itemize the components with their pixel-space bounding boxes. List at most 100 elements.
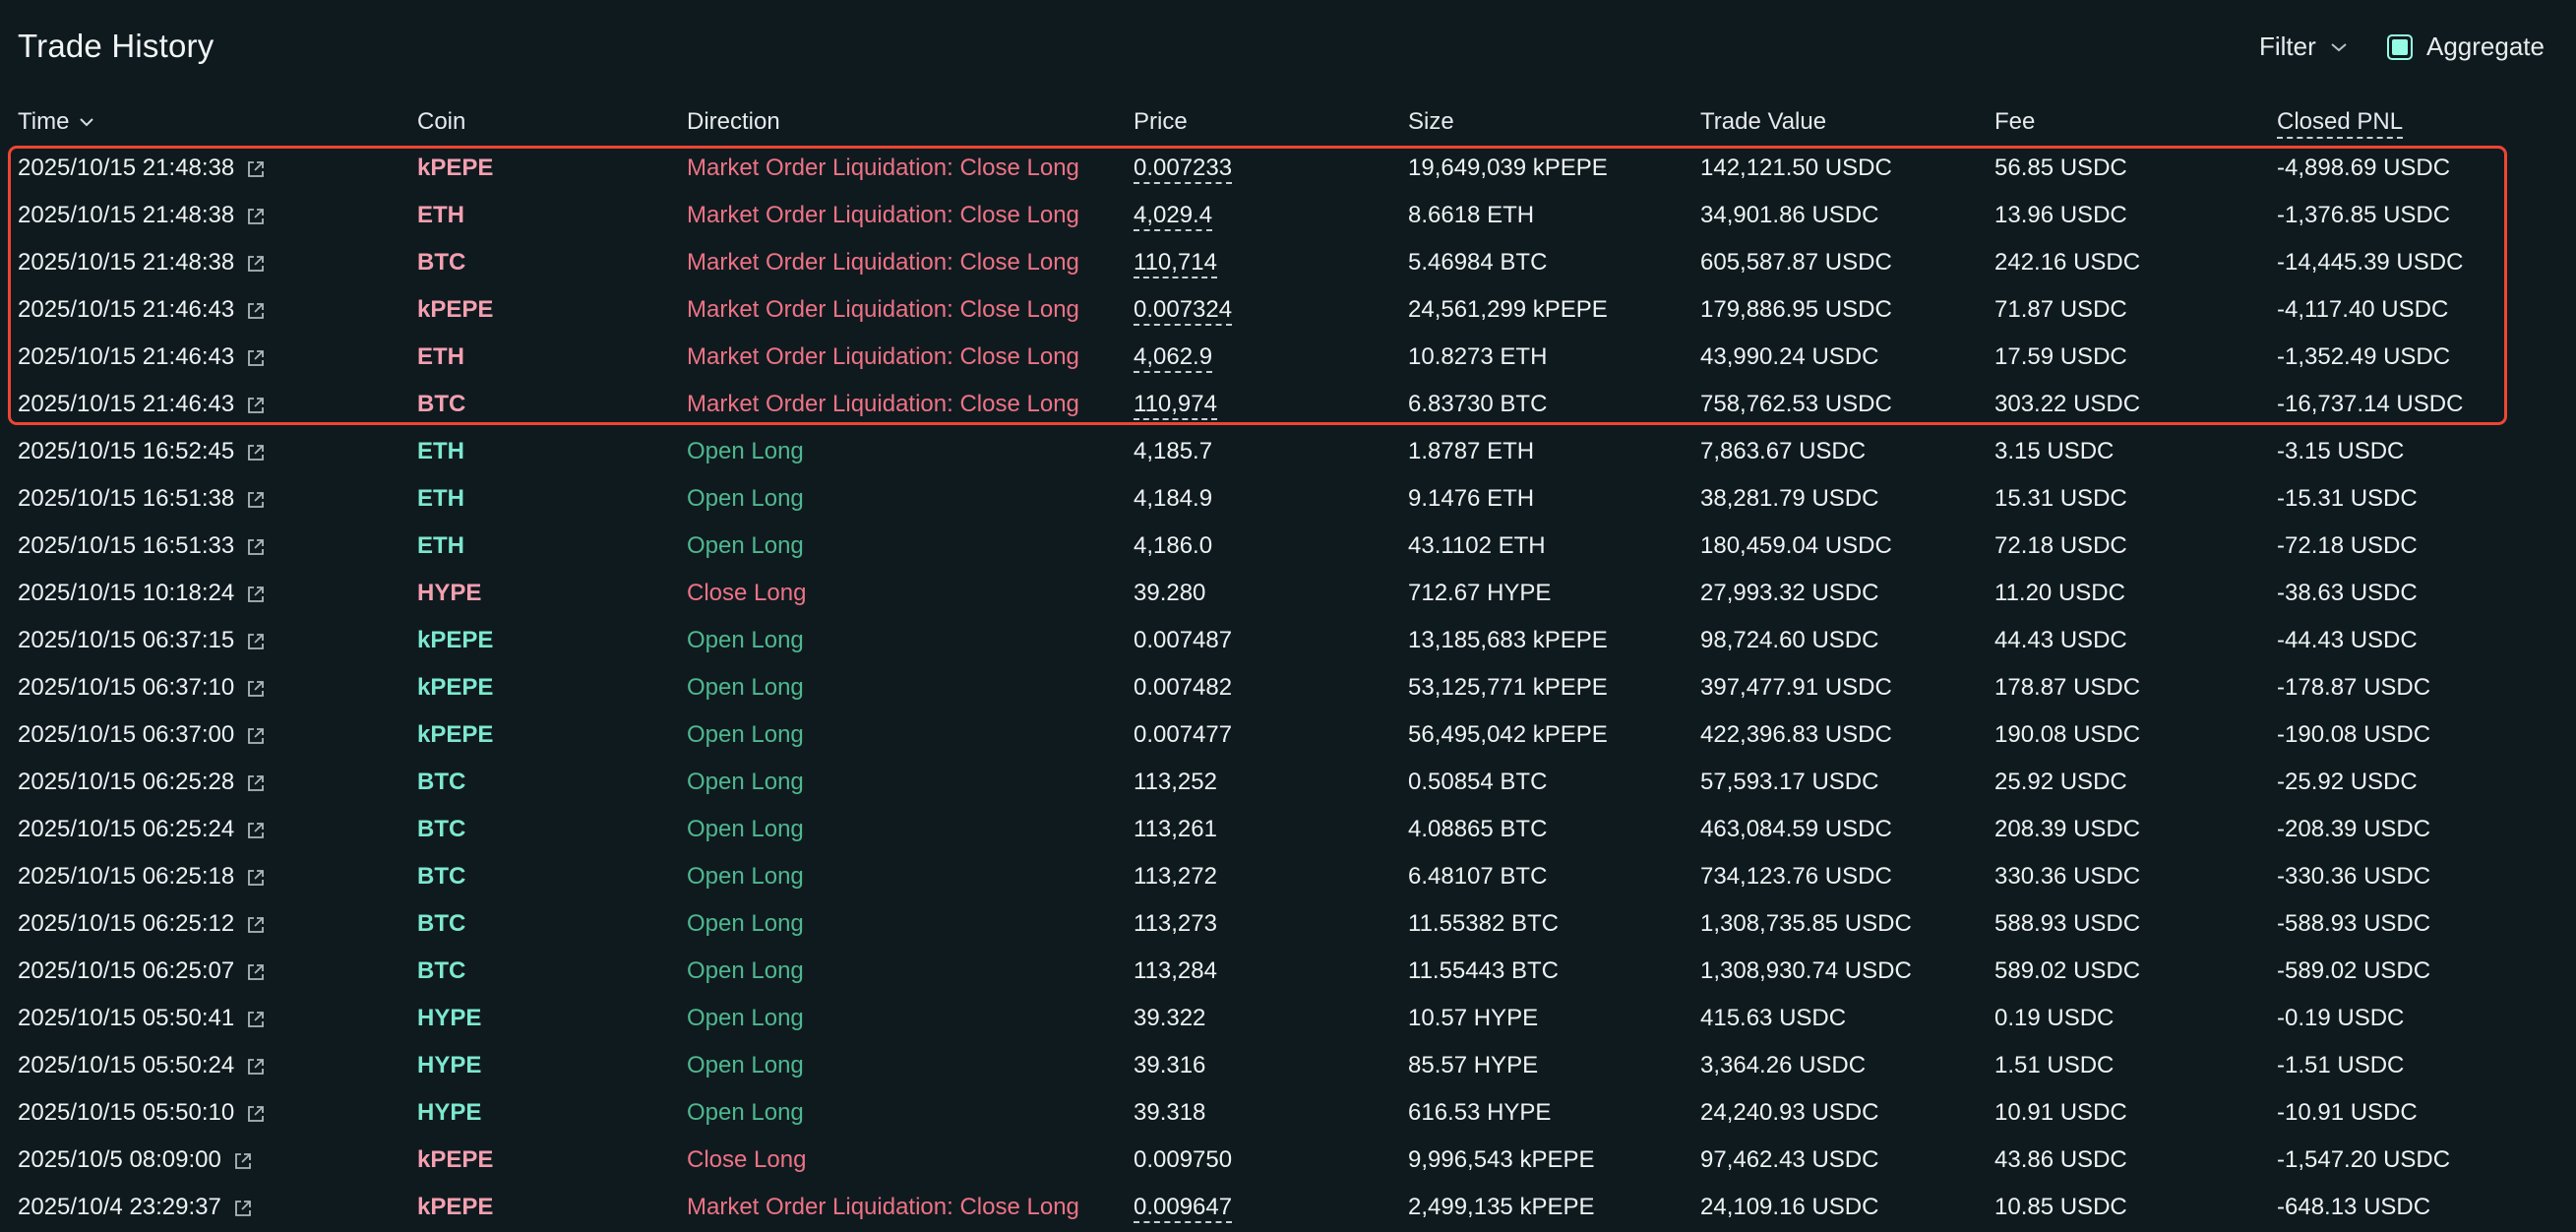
table-row[interactable]: 2025/10/15 06:25:07 BTC Open Long 113,284 11… [0,948,2576,995]
table-row[interactable]: 2025/10/15 21:46:43 kPEPE Market Order Liq… [0,286,2576,334]
filter-dropdown[interactable]: Filter [2259,31,2348,62]
table-row[interactable]: 2025/10/15 16:52:45 ETH Open Long 4,185.7 1.… [0,428,2576,475]
trade-direction: Open Long [687,910,804,937]
trade-price-value[interactable]: 0.007324 [1134,296,1233,326]
trade-value: 422,396.83 USDC [1700,721,1892,748]
trade-coin[interactable]: BTC [417,863,466,890]
trade-price-value[interactable]: 0.009647 [1134,1194,1233,1223]
trade-coin[interactable]: HYPE [417,1005,482,1031]
trade-fee: 589.02 USDC [1994,957,2141,984]
external-link-icon[interactable] [246,442,266,462]
trade-coin[interactable]: HYPE [417,580,482,606]
table-row[interactable]: 2025/10/4 23:29:37 kPEPE Market Order Liqu… [0,1184,2576,1231]
trade-coin[interactable]: ETH [417,202,464,228]
external-link-icon[interactable] [246,158,266,178]
external-link-icon[interactable] [246,725,266,745]
trade-price-value[interactable]: 4,062.9 [1134,343,1213,373]
trade-coin[interactable]: HYPE [417,1052,482,1078]
table-row[interactable]: 2025/10/15 06:37:15 kPEPE Open Long 0.00748… [0,617,2576,664]
trade-closed-pnl: -1.51 USDC [2277,1052,2405,1078]
trade-price-value[interactable]: 4,029.4 [1134,202,1213,231]
column-header-size[interactable]: Size [1408,108,1454,135]
trade-coin[interactable]: ETH [417,438,464,464]
trade-value: 98,724.60 USDC [1700,627,1879,653]
aggregate-checkbox[interactable] [2387,33,2413,60]
aggregate-toggle[interactable]: Aggregate [2387,31,2545,62]
external-link-icon[interactable] [246,584,266,603]
external-link-icon[interactable] [246,300,266,320]
external-link-icon[interactable] [246,914,266,934]
trade-price-value[interactable]: 110,714 [1134,249,1217,278]
trade-coin[interactable]: kPEPE [417,1194,494,1220]
external-link-icon[interactable] [246,253,266,273]
external-link-icon[interactable] [246,1056,266,1076]
trade-coin[interactable]: kPEPE [417,296,494,323]
table-row[interactable]: 2025/10/15 06:25:18 BTC Open Long 113,272 6.… [0,853,2576,900]
column-header-price[interactable]: Price [1134,108,1188,135]
trade-coin[interactable]: BTC [417,910,466,937]
table-row[interactable]: 2025/10/15 10:18:24 HYPE Close Long 39.280 7… [0,570,2576,617]
trade-coin[interactable]: kPEPE [417,154,494,181]
external-link-icon[interactable] [246,1103,266,1123]
table-row[interactable]: 2025/10/15 05:50:10 HYPE Open Long 39.318 61… [0,1089,2576,1137]
table-row[interactable]: 2025/10/5 08:09:00 kPEPE Close Long 0.00975… [0,1137,2576,1184]
external-link-icon[interactable] [233,1150,253,1170]
trade-price-value[interactable]: 0.007233 [1134,154,1233,184]
table-row[interactable]: 2025/10/15 16:51:33 ETH Open Long 4,186.0 43… [0,523,2576,570]
trade-coin[interactable]: BTC [417,391,466,417]
table-row[interactable]: 2025/10/15 21:48:38 kPEPE Market Order Liq… [0,145,2576,192]
trade-size: 0.50854 BTC [1408,769,1548,795]
table-row[interactable]: 2025/10/15 05:50:24 HYPE Open Long 39.316 85… [0,1042,2576,1089]
trade-coin[interactable]: kPEPE [417,674,494,701]
table-row[interactable]: 2025/10/15 06:25:24 BTC Open Long 113,261 4.… [0,806,2576,853]
column-header-direction[interactable]: Direction [687,108,780,135]
trade-coin[interactable]: BTC [417,769,466,795]
external-link-icon[interactable] [246,536,266,556]
table-row[interactable]: 2025/10/15 21:46:43 ETH Market Order Liqui… [0,334,2576,381]
trade-fee: 17.59 USDC [1994,343,2127,370]
table-row[interactable]: 2025/10/15 21:46:43 BTC Market Order Liqui… [0,381,2576,428]
trade-coin[interactable]: kPEPE [417,627,494,653]
table-row[interactable]: 2025/10/15 06:37:10 kPEPE Open Long 0.00748… [0,664,2576,711]
external-link-icon[interactable] [246,772,266,792]
trade-coin[interactable]: kPEPE [417,721,494,748]
trade-closed-pnl: -15.31 USDC [2277,485,2418,512]
external-link-icon[interactable] [246,395,266,414]
external-link-icon[interactable] [246,347,266,367]
table-row[interactable]: 2025/10/15 21:48:38 ETH Market Order Liqui… [0,192,2576,239]
external-link-icon[interactable] [233,1198,253,1217]
table-row[interactable]: 2025/10/15 05:50:41 HYPE Open Long 39.322 10… [0,995,2576,1042]
external-link-icon[interactable] [246,489,266,509]
trade-coin[interactable]: BTC [417,957,466,984]
trade-fee: 10.85 USDC [1994,1194,2127,1220]
trade-coin[interactable]: kPEPE [417,1146,494,1173]
external-link-icon[interactable] [246,867,266,887]
trade-coin[interactable]: ETH [417,485,464,512]
column-header-fee[interactable]: Fee [1994,108,2036,135]
table-row[interactable]: 2025/10/15 06:25:28 BTC Open Long 113,252 0.… [0,759,2576,806]
trade-price-value[interactable]: 110,974 [1134,391,1217,420]
trade-coin[interactable]: ETH [417,532,464,559]
column-header-trade-value[interactable]: Trade Value [1700,108,1827,135]
column-header-time[interactable]: Time [18,108,94,136]
table-row[interactable]: 2025/10/15 06:37:00 kPEPE Open Long 0.00747… [0,711,2576,759]
trade-coin[interactable]: HYPE [417,1099,482,1126]
table-row[interactable]: 2025/10/15 21:48:38 BTC Market Order Liqui… [0,239,2576,286]
trade-coin[interactable]: BTC [417,816,466,842]
external-link-icon[interactable] [246,206,266,225]
external-link-icon[interactable] [246,631,266,650]
table-row[interactable]: 2025/10/15 16:51:38 ETH Open Long 4,184.9 9.… [0,475,2576,523]
trade-fee: 588.93 USDC [1994,910,2141,937]
column-header-closed-pnl[interactable]: Closed PNL [2277,108,2404,139]
trade-coin[interactable]: ETH [417,343,464,370]
external-link-icon[interactable] [246,820,266,839]
table-row[interactable]: 2025/10/15 06:25:12 BTC Open Long 113,273 11… [0,900,2576,948]
trade-size: 11.55382 BTC [1408,910,1559,937]
trade-coin[interactable]: BTC [417,249,466,276]
external-link-icon[interactable] [246,961,266,981]
external-link-icon[interactable] [246,1009,266,1028]
external-link-icon[interactable] [246,678,266,698]
table-header: Time Coin Direction Price Size Trade Val… [0,104,2576,140]
column-header-coin[interactable]: Coin [417,108,466,135]
trade-fee: 330.36 USDC [1994,863,2141,890]
